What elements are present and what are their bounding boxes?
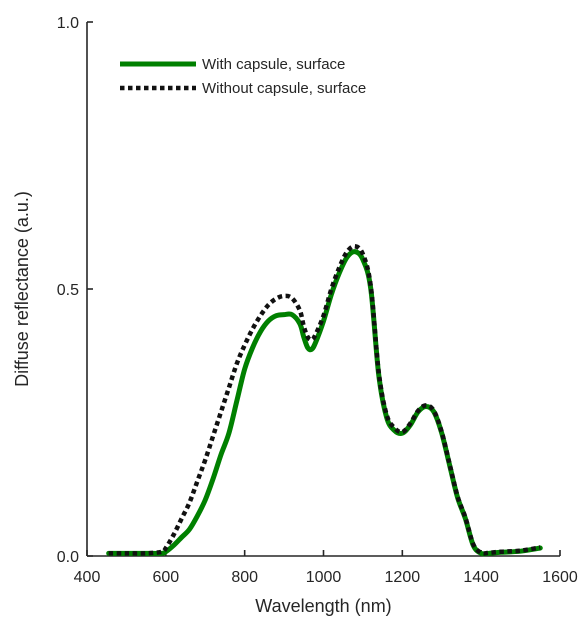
- y-tick-label: 1.0: [57, 15, 79, 32]
- x-tick-label: 400: [74, 569, 101, 586]
- x-tick-label: 1200: [385, 569, 421, 586]
- legend-label: With capsule, surface: [202, 56, 345, 73]
- y-tick-label: 0.0: [57, 549, 79, 566]
- series-layer: [106, 243, 543, 557]
- x-ticks: 400 600 800 1000 1200 1400 1600: [74, 550, 578, 586]
- x-tick-label: 600: [152, 569, 179, 586]
- x-axis-title: Wavelength (nm): [255, 596, 391, 616]
- axes: [86, 22, 560, 557]
- legend-label: Without capsule, surface: [202, 80, 366, 97]
- series-line-with-capsule: [106, 249, 543, 557]
- x-tick-label: 1600: [542, 569, 578, 586]
- x-tick-label: 1400: [463, 569, 499, 586]
- x-tick-label: 1000: [306, 569, 342, 586]
- y-ticks: 0.0 0.5 1.0: [57, 15, 93, 566]
- series-line-without-capsule: [108, 243, 541, 556]
- y-tick-label: 0.5: [57, 282, 79, 299]
- legend: With capsule, surface Without capsule, su…: [120, 56, 366, 97]
- y-axis-title: Diffuse reflectance (a.u.): [12, 191, 32, 387]
- x-tick-label: 800: [231, 569, 258, 586]
